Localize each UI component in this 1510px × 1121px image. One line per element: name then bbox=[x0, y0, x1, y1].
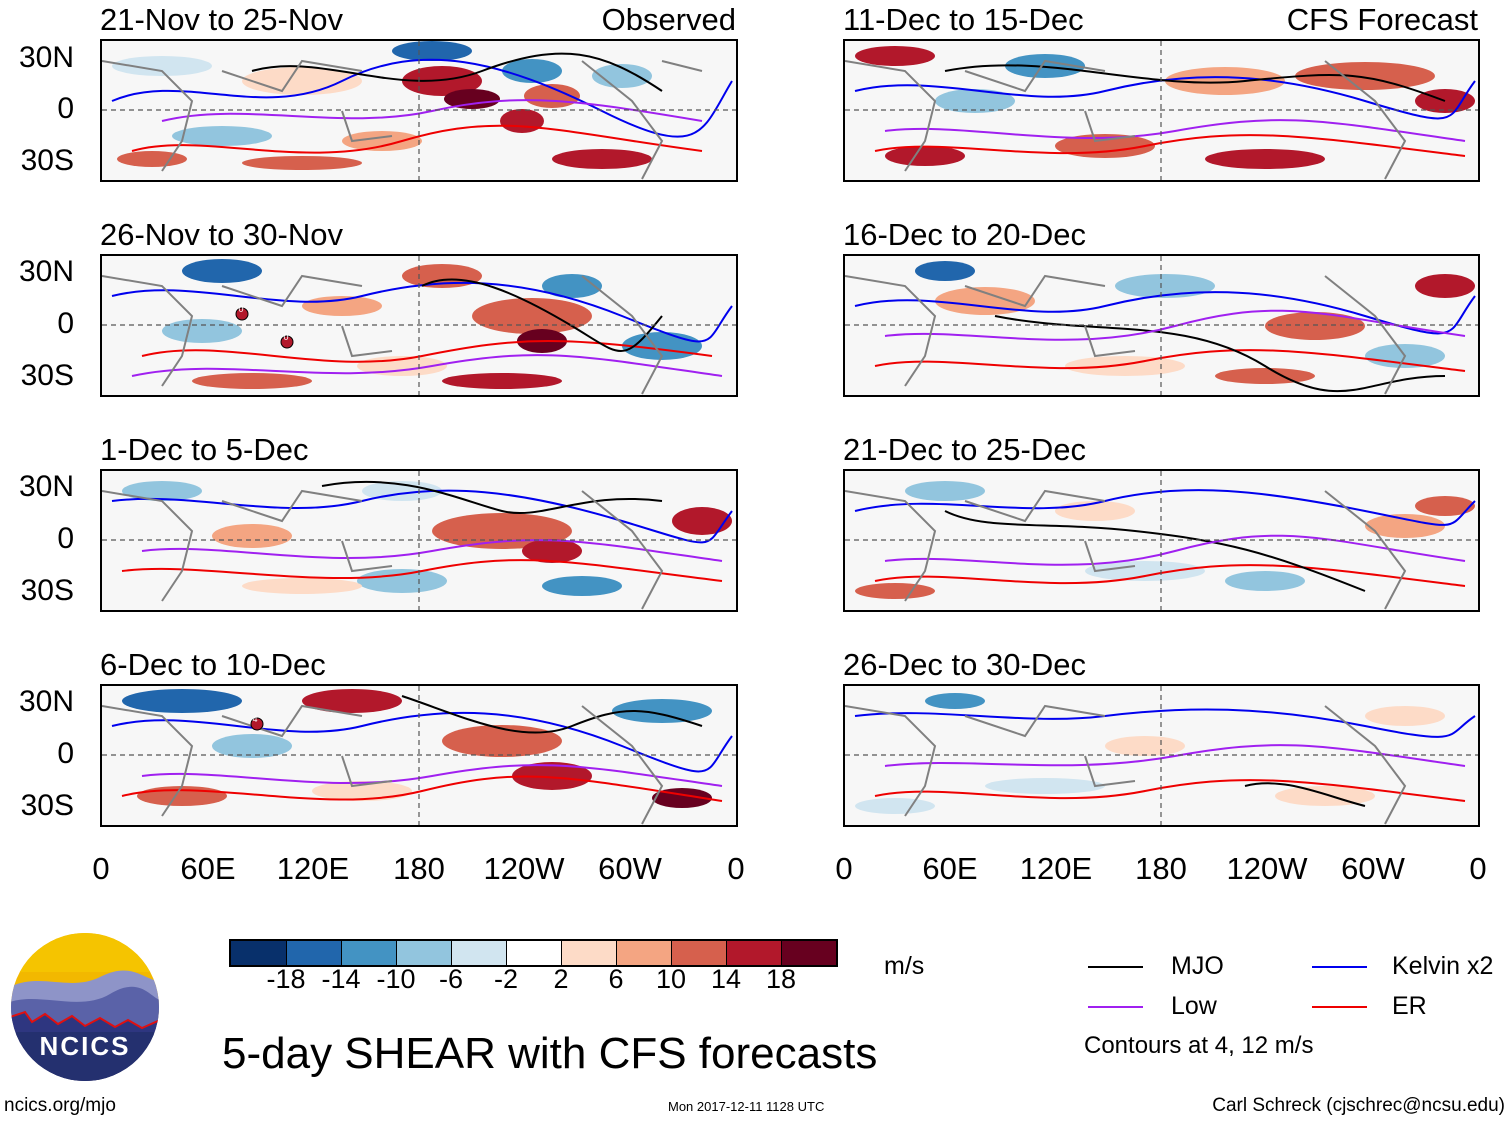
colorbar bbox=[229, 939, 838, 967]
logo-text: NCICS bbox=[39, 1031, 131, 1061]
logo-mountains-icon bbox=[11, 933, 159, 1081]
panel-source-label: Observed bbox=[601, 2, 736, 37]
colorbar-swatch bbox=[726, 941, 781, 965]
panel-title: 26-Nov to 30-Nov bbox=[100, 217, 343, 252]
colorbar-tick-label: 14 bbox=[710, 964, 742, 994]
storm-marker-label: 4 bbox=[252, 714, 258, 724]
shear-map-panel bbox=[843, 684, 1480, 827]
main-title: 5-day SHEAR with CFS forecasts bbox=[222, 1029, 878, 1078]
lon-label: 0 bbox=[92, 851, 110, 886]
shear-map-graphic bbox=[102, 41, 736, 180]
footer-timestamp: Mon 2017-12-11 1128 UTC bbox=[668, 1099, 825, 1114]
storm-marker-label: 0 bbox=[283, 332, 289, 342]
lon-label: 0 bbox=[1469, 851, 1487, 886]
legend-mjo-line bbox=[1088, 966, 1143, 968]
lat-label-eq: 0 bbox=[57, 307, 74, 340]
lat-label-eq: 0 bbox=[57, 737, 74, 770]
shear-map-graphic bbox=[845, 41, 1478, 180]
legend-kelvin-label: Kelvin x2 bbox=[1392, 952, 1494, 980]
footer-author: Carl Schreck (cjschrec@ncsu.edu) bbox=[1212, 1095, 1505, 1116]
colorbar-swatch bbox=[561, 941, 616, 965]
panel-title: 1-Dec to 5-Dec bbox=[100, 432, 309, 467]
colorbar-swatch bbox=[671, 941, 726, 965]
lat-label-30n: 30N bbox=[18, 685, 74, 718]
legend-kelvin-line bbox=[1312, 966, 1367, 968]
shear-map-panel bbox=[100, 684, 738, 827]
legend-mjo-label: MJO bbox=[1171, 952, 1224, 980]
shear-map-panel bbox=[100, 39, 738, 182]
legend-note: Contours at 4, 12 m/s bbox=[1084, 1032, 1314, 1059]
lon-label: 60W bbox=[598, 851, 662, 886]
lon-label: 120E bbox=[1019, 851, 1093, 886]
shear-map-panel bbox=[843, 469, 1480, 612]
lat-label-30n: 30N bbox=[18, 470, 74, 503]
lat-label-30s: 30S bbox=[20, 574, 74, 607]
shear-map-panel bbox=[100, 254, 738, 397]
colorbar-tick-label: -2 bbox=[493, 964, 518, 994]
storm-marker-label: 0 bbox=[238, 304, 244, 314]
colorbar-units: m/s bbox=[884, 952, 925, 980]
colorbar-tick-label: 10 bbox=[655, 964, 687, 994]
colorbar-labels: -18 -14 -10 -6 -2 2 6 10 14 18 bbox=[229, 966, 836, 994]
panel-title: 26-Dec to 30-Dec bbox=[843, 647, 1086, 682]
lat-label-30s: 30S bbox=[20, 789, 74, 822]
colorbar-tick-label: -6 bbox=[438, 964, 463, 994]
colorbar-tick-label: -18 bbox=[266, 964, 306, 994]
panel-source-label: CFS Forecast bbox=[1286, 2, 1478, 37]
lon-label: 60E bbox=[180, 851, 236, 886]
colorbar-tick-label: -14 bbox=[321, 964, 361, 994]
colorbar-tick-label: -10 bbox=[376, 964, 416, 994]
shear-map-graphic bbox=[102, 686, 736, 825]
lat-label-30s: 30S bbox=[20, 144, 74, 177]
lon-label: 0 bbox=[835, 851, 853, 886]
shear-map-panel bbox=[843, 39, 1480, 182]
lat-label-30n: 30N bbox=[18, 255, 74, 288]
lon-label: 180 bbox=[1135, 851, 1187, 886]
colorbar-swatch bbox=[396, 941, 451, 965]
colorbar-swatch bbox=[231, 941, 286, 965]
legend-er-line bbox=[1312, 1006, 1367, 1008]
shear-map-graphic bbox=[845, 256, 1478, 395]
shear-map-panel bbox=[100, 469, 738, 612]
lat-label-30s: 30S bbox=[20, 359, 74, 392]
shear-map-graphic bbox=[102, 256, 736, 395]
shear-map-panel bbox=[843, 254, 1480, 397]
shear-map-graphic bbox=[845, 686, 1478, 825]
colorbar-swatch bbox=[781, 941, 836, 965]
lon-label: 180 bbox=[393, 851, 445, 886]
lon-label: 120W bbox=[1226, 851, 1308, 886]
lat-label-30n: 30N bbox=[18, 41, 74, 74]
lat-label-eq: 0 bbox=[57, 522, 74, 555]
lon-label: 120W bbox=[483, 851, 565, 886]
legend-low-label: Low bbox=[1171, 992, 1217, 1020]
colorbar-tick-label: 18 bbox=[765, 964, 797, 994]
footer-site-link[interactable]: ncics.org/mjo bbox=[4, 1095, 116, 1116]
shear-map-graphic bbox=[845, 471, 1478, 610]
colorbar-tick-label: 2 bbox=[553, 964, 569, 994]
legend-er-label: ER bbox=[1392, 992, 1427, 1020]
panel-title: 6-Dec to 10-Dec bbox=[100, 647, 326, 682]
colorbar-swatch bbox=[451, 941, 506, 965]
panel-title: 21-Dec to 25-Dec bbox=[843, 432, 1086, 467]
lon-label: 0 bbox=[727, 851, 745, 886]
ncics-logo: NCICS bbox=[10, 932, 160, 1082]
lon-label: 60E bbox=[922, 851, 978, 886]
legend-low-line bbox=[1088, 1006, 1143, 1008]
colorbar-swatch bbox=[341, 941, 396, 965]
panel-title: 21-Nov to 25-Nov bbox=[100, 2, 343, 37]
colorbar-swatch bbox=[506, 941, 561, 965]
colorbar-swatch bbox=[616, 941, 671, 965]
colorbar-tick-label: 6 bbox=[608, 964, 624, 994]
colorbar-swatch bbox=[286, 941, 341, 965]
lat-label-eq: 0 bbox=[57, 92, 74, 125]
panel-title: 11-Dec to 15-Dec bbox=[843, 2, 1084, 37]
panel-title: 16-Dec to 20-Dec bbox=[843, 217, 1086, 252]
shear-map-graphic bbox=[102, 471, 736, 610]
lon-label: 60W bbox=[1341, 851, 1405, 886]
lon-label: 120E bbox=[276, 851, 350, 886]
